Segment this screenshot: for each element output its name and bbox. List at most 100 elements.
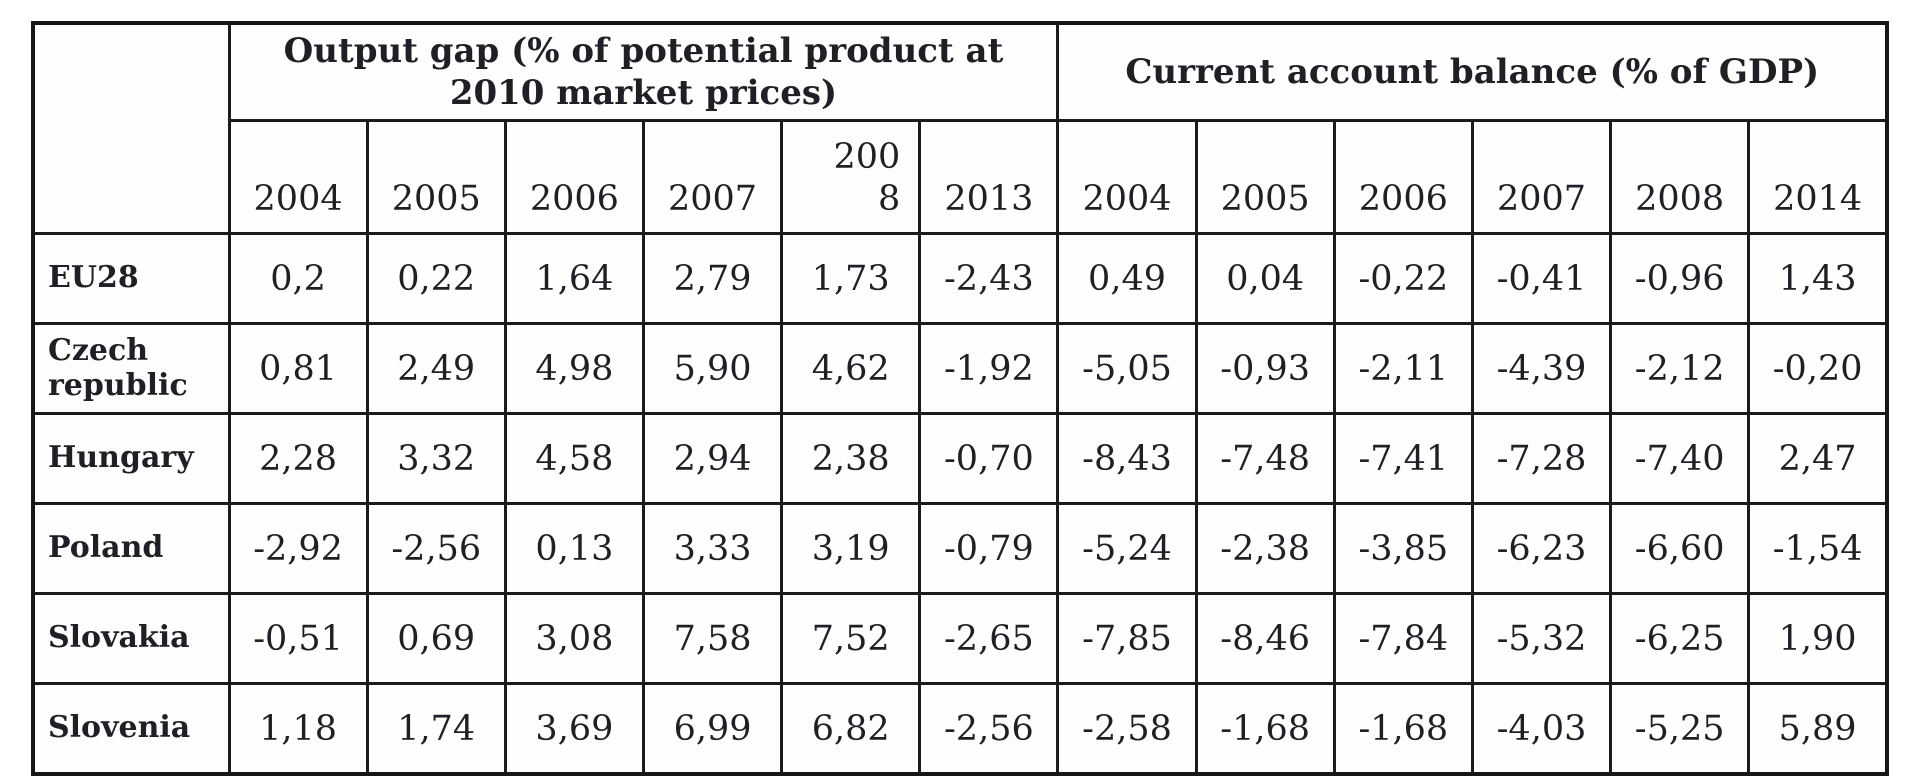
value-cell: 2,79: [641, 232, 784, 325]
value-cell: -0,22: [1332, 232, 1474, 325]
value-cell: 2,38: [780, 412, 922, 505]
value-cell: -3,85: [1332, 502, 1474, 595]
current-account-section-header: Current account balance (% of GDP): [1056, 21, 1889, 122]
value-cell: 6,99: [641, 682, 784, 776]
value-cell: -1,92: [918, 322, 1060, 415]
table-row: Czech republic 0,81 2,49 4,98 5,90 4,62 …: [31, 322, 1889, 415]
value-cell: -6,25: [1609, 592, 1751, 685]
table-row: Hungary 2,28 3,32 4,58 2,94 2,38 -0,70 -…: [31, 412, 1889, 505]
year-og-2007: 2007: [641, 119, 784, 235]
value-cell: -6,60: [1609, 502, 1751, 595]
year-ca-2005: 2005: [1194, 119, 1336, 235]
year-og-2013: 2013: [918, 119, 1060, 235]
row-label-eu28: EU28: [31, 232, 231, 325]
section-header-row: Output gap (% of potential product at 20…: [31, 21, 1889, 235]
corner-cell: [31, 21, 231, 235]
value-cell: 4,98: [503, 322, 645, 415]
value-cell: -2,38: [1194, 502, 1336, 595]
value-cell: 0,13: [503, 502, 645, 595]
value-cell: -4,03: [1470, 682, 1613, 776]
table-row: EU28 0,2 0,22 1,64 2,79 1,73 -2,43 0,49 …: [31, 232, 1889, 325]
value-cell: 3,32: [365, 412, 507, 505]
value-cell: 1,74: [365, 682, 507, 776]
row-label-slovenia: Slovenia: [31, 682, 231, 776]
table-row: Slovakia -0,51 0,69 3,08 7,58 7,52 -2,65…: [31, 592, 1889, 685]
value-cell: -2,56: [918, 682, 1060, 776]
value-cell: -0,41: [1470, 232, 1613, 325]
value-cell: -7,84: [1332, 592, 1474, 685]
value-cell: -0,51: [227, 592, 369, 685]
value-cell: -2,56: [365, 502, 507, 595]
value-cell: -2,92: [227, 502, 369, 595]
value-cell: 2,28: [227, 412, 369, 505]
value-cell: -0,93: [1194, 322, 1336, 415]
year-ca-2014: 2014: [1747, 119, 1889, 235]
value-cell: -1,68: [1332, 682, 1474, 776]
value-cell: 1,90: [1747, 592, 1889, 685]
row-label-slovakia: Slovakia: [31, 592, 231, 685]
value-cell: 3,33: [641, 502, 784, 595]
value-cell: 4,58: [503, 412, 645, 505]
value-cell: -5,05: [1056, 322, 1198, 415]
value-cell: -7,85: [1056, 592, 1198, 685]
value-cell: 5,90: [641, 322, 784, 415]
year-header-row: 2004 2005 2006 2007 200 8 2013 2004 2005…: [33, 119, 1889, 235]
value-cell: -7,40: [1609, 412, 1751, 505]
value-cell: 1,64: [503, 232, 645, 325]
table-row: Slovenia 1,18 1,74 3,69 6,99 6,82 -2,56 …: [31, 682, 1889, 776]
row-label-czech-republic: Czech republic: [31, 322, 231, 415]
year-ca-2007: 2007: [1470, 119, 1613, 235]
value-cell: -0,79: [918, 502, 1060, 595]
value-cell: 6,82: [780, 682, 922, 776]
value-cell: -4,39: [1470, 322, 1613, 415]
year-og-2008: 200 8: [780, 119, 922, 235]
value-cell: 5,89: [1747, 682, 1889, 776]
value-cell: -1,54: [1747, 502, 1889, 595]
year-ca-2004: 2004: [1056, 119, 1198, 235]
value-cell: -1,68: [1194, 682, 1336, 776]
macro-indicators-table: Output gap (% of potential product at 20…: [31, 21, 1889, 776]
value-cell: -2,43: [918, 232, 1060, 325]
value-cell: -5,24: [1056, 502, 1198, 595]
output-gap-section-header: Output gap (% of potential product at 20…: [227, 21, 1060, 122]
value-cell: 0,81: [227, 322, 369, 415]
value-cell: 7,52: [780, 592, 922, 685]
value-cell: 1,18: [227, 682, 369, 776]
value-cell: -8,43: [1056, 412, 1198, 505]
value-cell: 2,49: [365, 322, 507, 415]
value-cell: -6,23: [1470, 502, 1613, 595]
value-cell: 3,08: [503, 592, 645, 685]
value-cell: -0,70: [918, 412, 1060, 505]
value-cell: 7,58: [641, 592, 784, 685]
value-cell: 1,43: [1747, 232, 1889, 325]
row-label-hungary: Hungary: [31, 412, 231, 505]
value-cell: 0,49: [1056, 232, 1198, 325]
value-cell: -7,41: [1332, 412, 1474, 505]
value-cell: 0,22: [365, 232, 507, 325]
value-cell: -0,96: [1609, 232, 1751, 325]
value-cell: -2,11: [1332, 322, 1474, 415]
value-cell: 0,04: [1194, 232, 1336, 325]
value-cell: 0,69: [365, 592, 507, 685]
value-cell: -2,65: [918, 592, 1060, 685]
value-cell: 3,19: [780, 502, 922, 595]
value-cell: -2,12: [1609, 322, 1751, 415]
year-ca-2008: 2008: [1609, 119, 1751, 235]
value-cell: 1,73: [780, 232, 922, 325]
value-cell: -7,48: [1194, 412, 1336, 505]
row-label-poland: Poland: [31, 502, 231, 595]
value-cell: 2,47: [1747, 412, 1889, 505]
value-cell: 4,62: [780, 322, 922, 415]
macro-indicators-table-container: Output gap (% of potential product at 20…: [31, 21, 1889, 776]
value-cell: -5,25: [1609, 682, 1751, 776]
value-cell: -0,20: [1747, 322, 1889, 415]
value-cell: 0,2: [227, 232, 369, 325]
value-cell: -8,46: [1194, 592, 1336, 685]
year-og-2005: 2005: [365, 119, 507, 235]
year-og-2006: 2006: [503, 119, 645, 235]
value-cell: 2,94: [641, 412, 784, 505]
value-cell: 3,69: [503, 682, 645, 776]
value-cell: -5,32: [1470, 592, 1613, 685]
year-ca-2006: 2006: [1332, 119, 1474, 235]
value-cell: -7,28: [1470, 412, 1613, 505]
